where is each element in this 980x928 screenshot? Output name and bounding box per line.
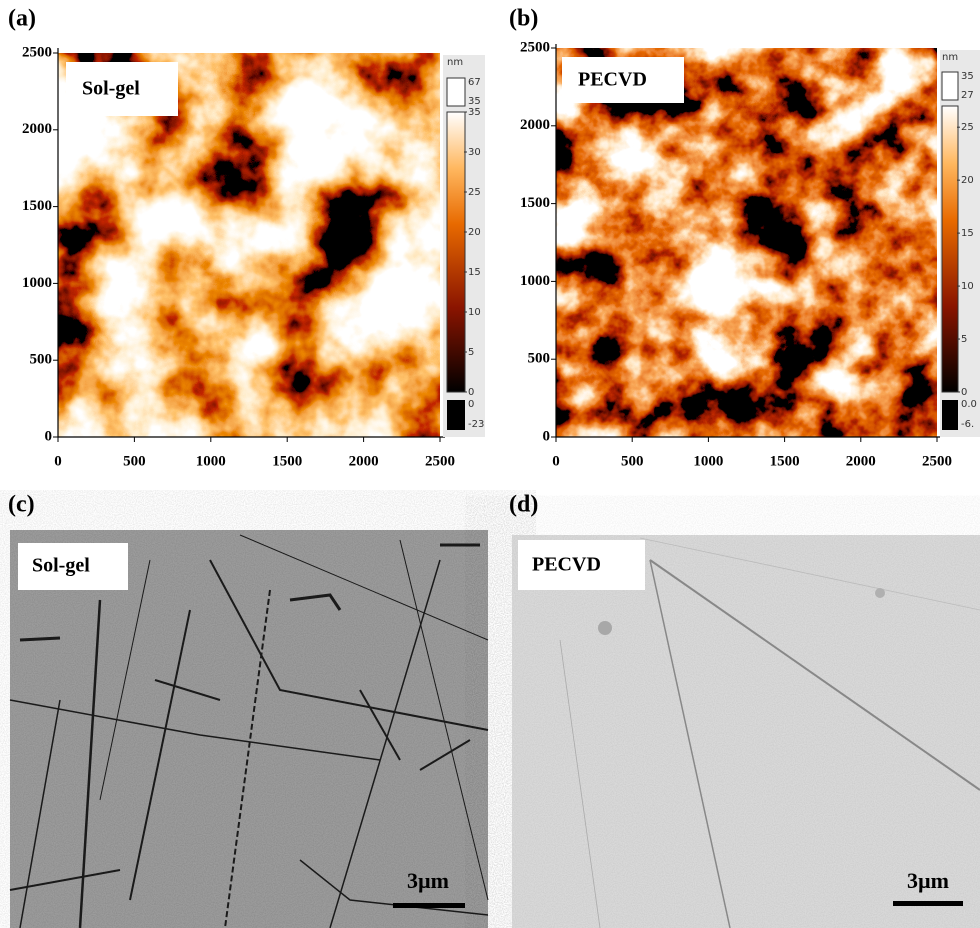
colorbar-label: 15	[961, 228, 974, 239]
colorbar-under-label: -23	[468, 419, 484, 430]
y-tick-label: 2500	[520, 39, 550, 55]
panel-label: (d)	[509, 492, 538, 518]
x-tick-label: 0	[552, 453, 560, 469]
x-tick-label: 1000	[693, 453, 723, 469]
y-tick-label: 500	[30, 352, 53, 368]
colorbar-under	[447, 400, 465, 430]
colorbar-label: 0	[961, 387, 967, 398]
scale-bar	[393, 903, 465, 908]
colorbar-label: 10	[468, 307, 481, 318]
y-tick-label: 2500	[22, 44, 52, 60]
sample-tag: Sol-gel	[32, 555, 90, 577]
page: (a) (b) (c) (d) Sol-gel PECVD Sol-gel PE…	[0, 0, 980, 928]
sample-tag: PECVD	[578, 69, 647, 91]
y-tick-label: 0	[45, 428, 53, 444]
colorbar-under-label: 0	[468, 399, 474, 410]
y-tick-label: 1500	[22, 198, 52, 214]
colorbar-label: 5	[468, 347, 474, 358]
colorbar-label: 15	[468, 267, 481, 278]
colorbar-under-label: -6.	[961, 419, 974, 430]
colorbar-label: 20	[468, 227, 481, 238]
colorbar-over	[942, 72, 958, 100]
x-tick-label: 1500	[770, 453, 800, 469]
panel-label: (c)	[8, 492, 35, 518]
colorbar-label: 10	[961, 281, 974, 292]
colorbar-unit: nm	[942, 52, 958, 63]
afm-image	[556, 48, 937, 437]
y-tick-label: 1500	[520, 195, 550, 211]
panel-label: (b)	[509, 6, 538, 32]
colorbar-unit: nm	[447, 57, 463, 68]
colorbar-label: 25	[961, 122, 974, 133]
scale-label: 3µm	[407, 868, 449, 893]
colorbar-label: 25	[468, 187, 481, 198]
y-tick-label: 0	[543, 428, 551, 444]
y-tick-label: 500	[528, 351, 551, 367]
colorbar-label: 5	[961, 334, 967, 345]
x-tick-label: 2000	[846, 453, 876, 469]
figure: (a) (b) (c) (d) Sol-gel PECVD Sol-gel PE…	[0, 0, 980, 928]
colorbar-main	[447, 112, 465, 392]
colorbar-under	[942, 400, 958, 430]
y-tick-label: 1000	[520, 273, 550, 289]
x-tick-label: 1000	[196, 453, 226, 469]
colorbar-main	[942, 106, 958, 392]
colorbar-over-label: 67	[468, 77, 481, 88]
y-tick-label: 2000	[22, 121, 52, 137]
sample-tag: PECVD	[532, 554, 601, 576]
colorbar-label: 35	[468, 107, 481, 118]
x-tick-label: 2500	[425, 453, 455, 469]
panel-label: (a)	[8, 6, 36, 32]
colorbar-under-label: 0.0	[961, 399, 977, 410]
y-tick-label: 1000	[22, 275, 52, 291]
x-tick-label: 500	[621, 453, 644, 469]
scale-bar	[893, 901, 963, 906]
colorbar-over	[447, 78, 465, 106]
colorbar-over-label: 35	[468, 96, 481, 107]
colorbar-label: 0	[468, 387, 474, 398]
scale-label: 3µm	[907, 868, 949, 893]
x-tick-label: 2500	[922, 453, 952, 469]
x-tick-label: 500	[123, 453, 146, 469]
colorbar-over-label: 27	[961, 90, 974, 101]
sample-tag: Sol-gel	[82, 78, 140, 100]
x-tick-label: 1500	[272, 453, 302, 469]
colorbar-over-label: 35	[961, 71, 974, 82]
x-tick-label: 2000	[349, 453, 379, 469]
colorbar-label: 30	[468, 147, 481, 158]
y-tick-label: 2000	[520, 117, 550, 133]
x-tick-label: 0	[54, 453, 62, 469]
colorbar-label: 20	[961, 175, 974, 186]
